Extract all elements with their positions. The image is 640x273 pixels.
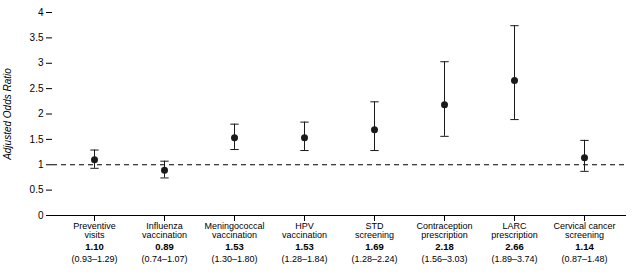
svg-text:HPVvaccination: HPVvaccination [282,221,327,240]
svg-text:LARCprescription: LARCprescription [491,221,538,240]
svg-text:Influenzavaccination: Influenzavaccination [142,221,187,240]
svg-text:(1.30–1.80): (1.30–1.80) [211,254,257,264]
svg-text:1.10: 1.10 [85,241,104,252]
svg-text:(1.89–3.74): (1.89–3.74) [491,254,537,264]
svg-text:2: 2 [38,108,44,119]
svg-text:2.5: 2.5 [30,83,44,94]
svg-text:1.69: 1.69 [365,241,384,252]
svg-text:(1.56–3.03): (1.56–3.03) [421,254,467,264]
svg-text:1.53: 1.53 [225,241,244,252]
svg-text:1: 1 [38,159,44,170]
svg-text:0.89: 0.89 [155,241,174,252]
svg-text:1.5: 1.5 [30,134,44,145]
svg-text:0: 0 [38,210,44,221]
svg-text:(0.93–1.29): (0.93–1.29) [71,254,117,264]
svg-text:4: 4 [38,7,44,18]
svg-text:(1.28–2.24): (1.28–2.24) [351,254,397,264]
svg-text:2.18: 2.18 [435,241,454,252]
svg-text:2.66: 2.66 [505,241,524,252]
svg-text:Preventivevisits: Preventivevisits [73,221,116,240]
svg-text:(1.28–1.84): (1.28–1.84) [281,254,327,264]
svg-text:(0.74–1.07): (0.74–1.07) [141,254,187,264]
svg-text:0.5: 0.5 [30,184,44,195]
svg-text:Cervical cancerscreening: Cervical cancerscreening [553,221,615,240]
svg-text:3.5: 3.5 [30,32,44,43]
svg-text:(0.87–1.48): (0.87–1.48) [561,254,607,264]
svg-text:Meningococcalvaccination: Meningococcalvaccination [204,221,264,240]
svg-text:1.14: 1.14 [575,241,594,252]
svg-text:1.53: 1.53 [295,241,314,252]
svg-text:3: 3 [38,57,44,68]
svg-text:Contraceptionprescription: Contraceptionprescription [416,221,472,240]
svg-text:Adjusted Odds Ratio: Adjusted Odds Ratio [2,68,13,161]
svg-text:STDscreening: STDscreening [355,221,394,240]
